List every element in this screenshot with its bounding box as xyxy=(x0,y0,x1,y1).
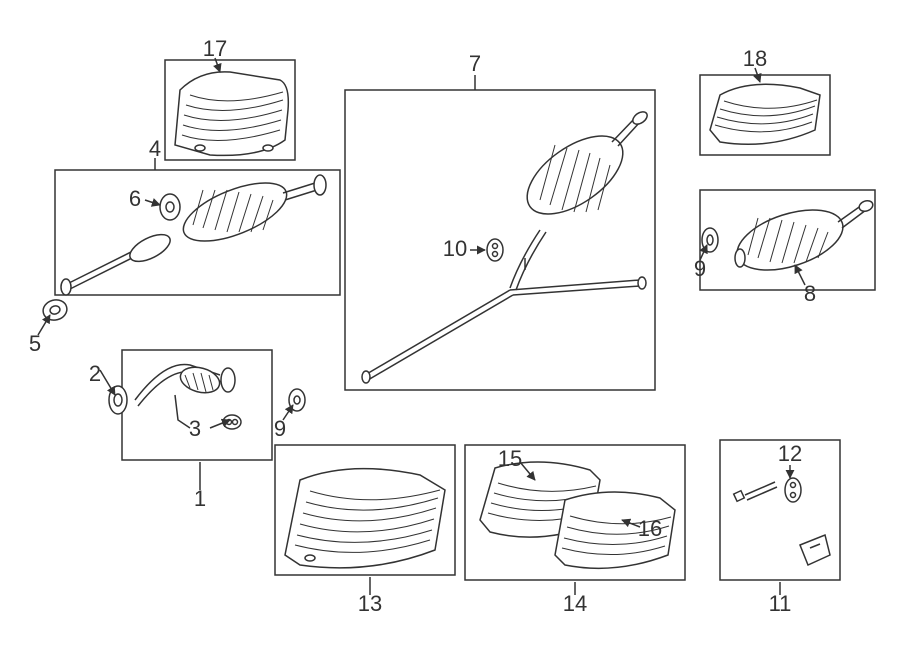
part-gasket-9a xyxy=(702,228,718,252)
callout-11: 11 xyxy=(769,591,792,616)
part-heat-shield-18 xyxy=(710,84,820,144)
callout-17: 17 xyxy=(203,36,227,61)
part-heat-shield-13 xyxy=(285,469,445,568)
callout-6: 6 xyxy=(129,186,141,211)
callout-9-dup: 9 xyxy=(274,416,286,441)
part-rear-muffler-8 xyxy=(730,198,875,281)
part-heat-shield-17 xyxy=(175,72,288,156)
leader-line xyxy=(145,200,160,205)
callout-9: 9 xyxy=(694,256,706,281)
callout-15: 15 xyxy=(498,446,522,471)
part-gasket-5 xyxy=(41,297,69,323)
callout-16: 16 xyxy=(638,516,662,541)
callout-12: 12 xyxy=(778,441,802,466)
part-center-muffler-4 xyxy=(61,171,326,295)
group-box-1 xyxy=(122,350,272,460)
callout-4: 4 xyxy=(149,136,161,161)
callout-5: 5 xyxy=(29,331,41,356)
part-front-pipe-1 xyxy=(135,363,235,428)
callout-3: 3 xyxy=(189,416,201,441)
callout-7: 7 xyxy=(469,51,481,76)
part-gasket-6 xyxy=(160,194,180,220)
callout-18: 18 xyxy=(743,46,767,71)
callout-10: 10 xyxy=(443,236,467,261)
part-main-muffler-7 xyxy=(362,109,649,383)
callout-14: 14 xyxy=(563,591,587,616)
parts-diagram: 1234567899101112131415161718 xyxy=(0,0,900,661)
part-hanger-10 xyxy=(487,239,503,261)
part-bolt-12-assy xyxy=(734,478,830,565)
callout-1: 1 xyxy=(194,486,206,511)
callout-8: 8 xyxy=(804,281,816,306)
leader-line xyxy=(100,370,115,395)
callout-13: 13 xyxy=(358,591,382,616)
callout-2: 2 xyxy=(89,361,101,386)
group-box-7 xyxy=(345,90,655,390)
